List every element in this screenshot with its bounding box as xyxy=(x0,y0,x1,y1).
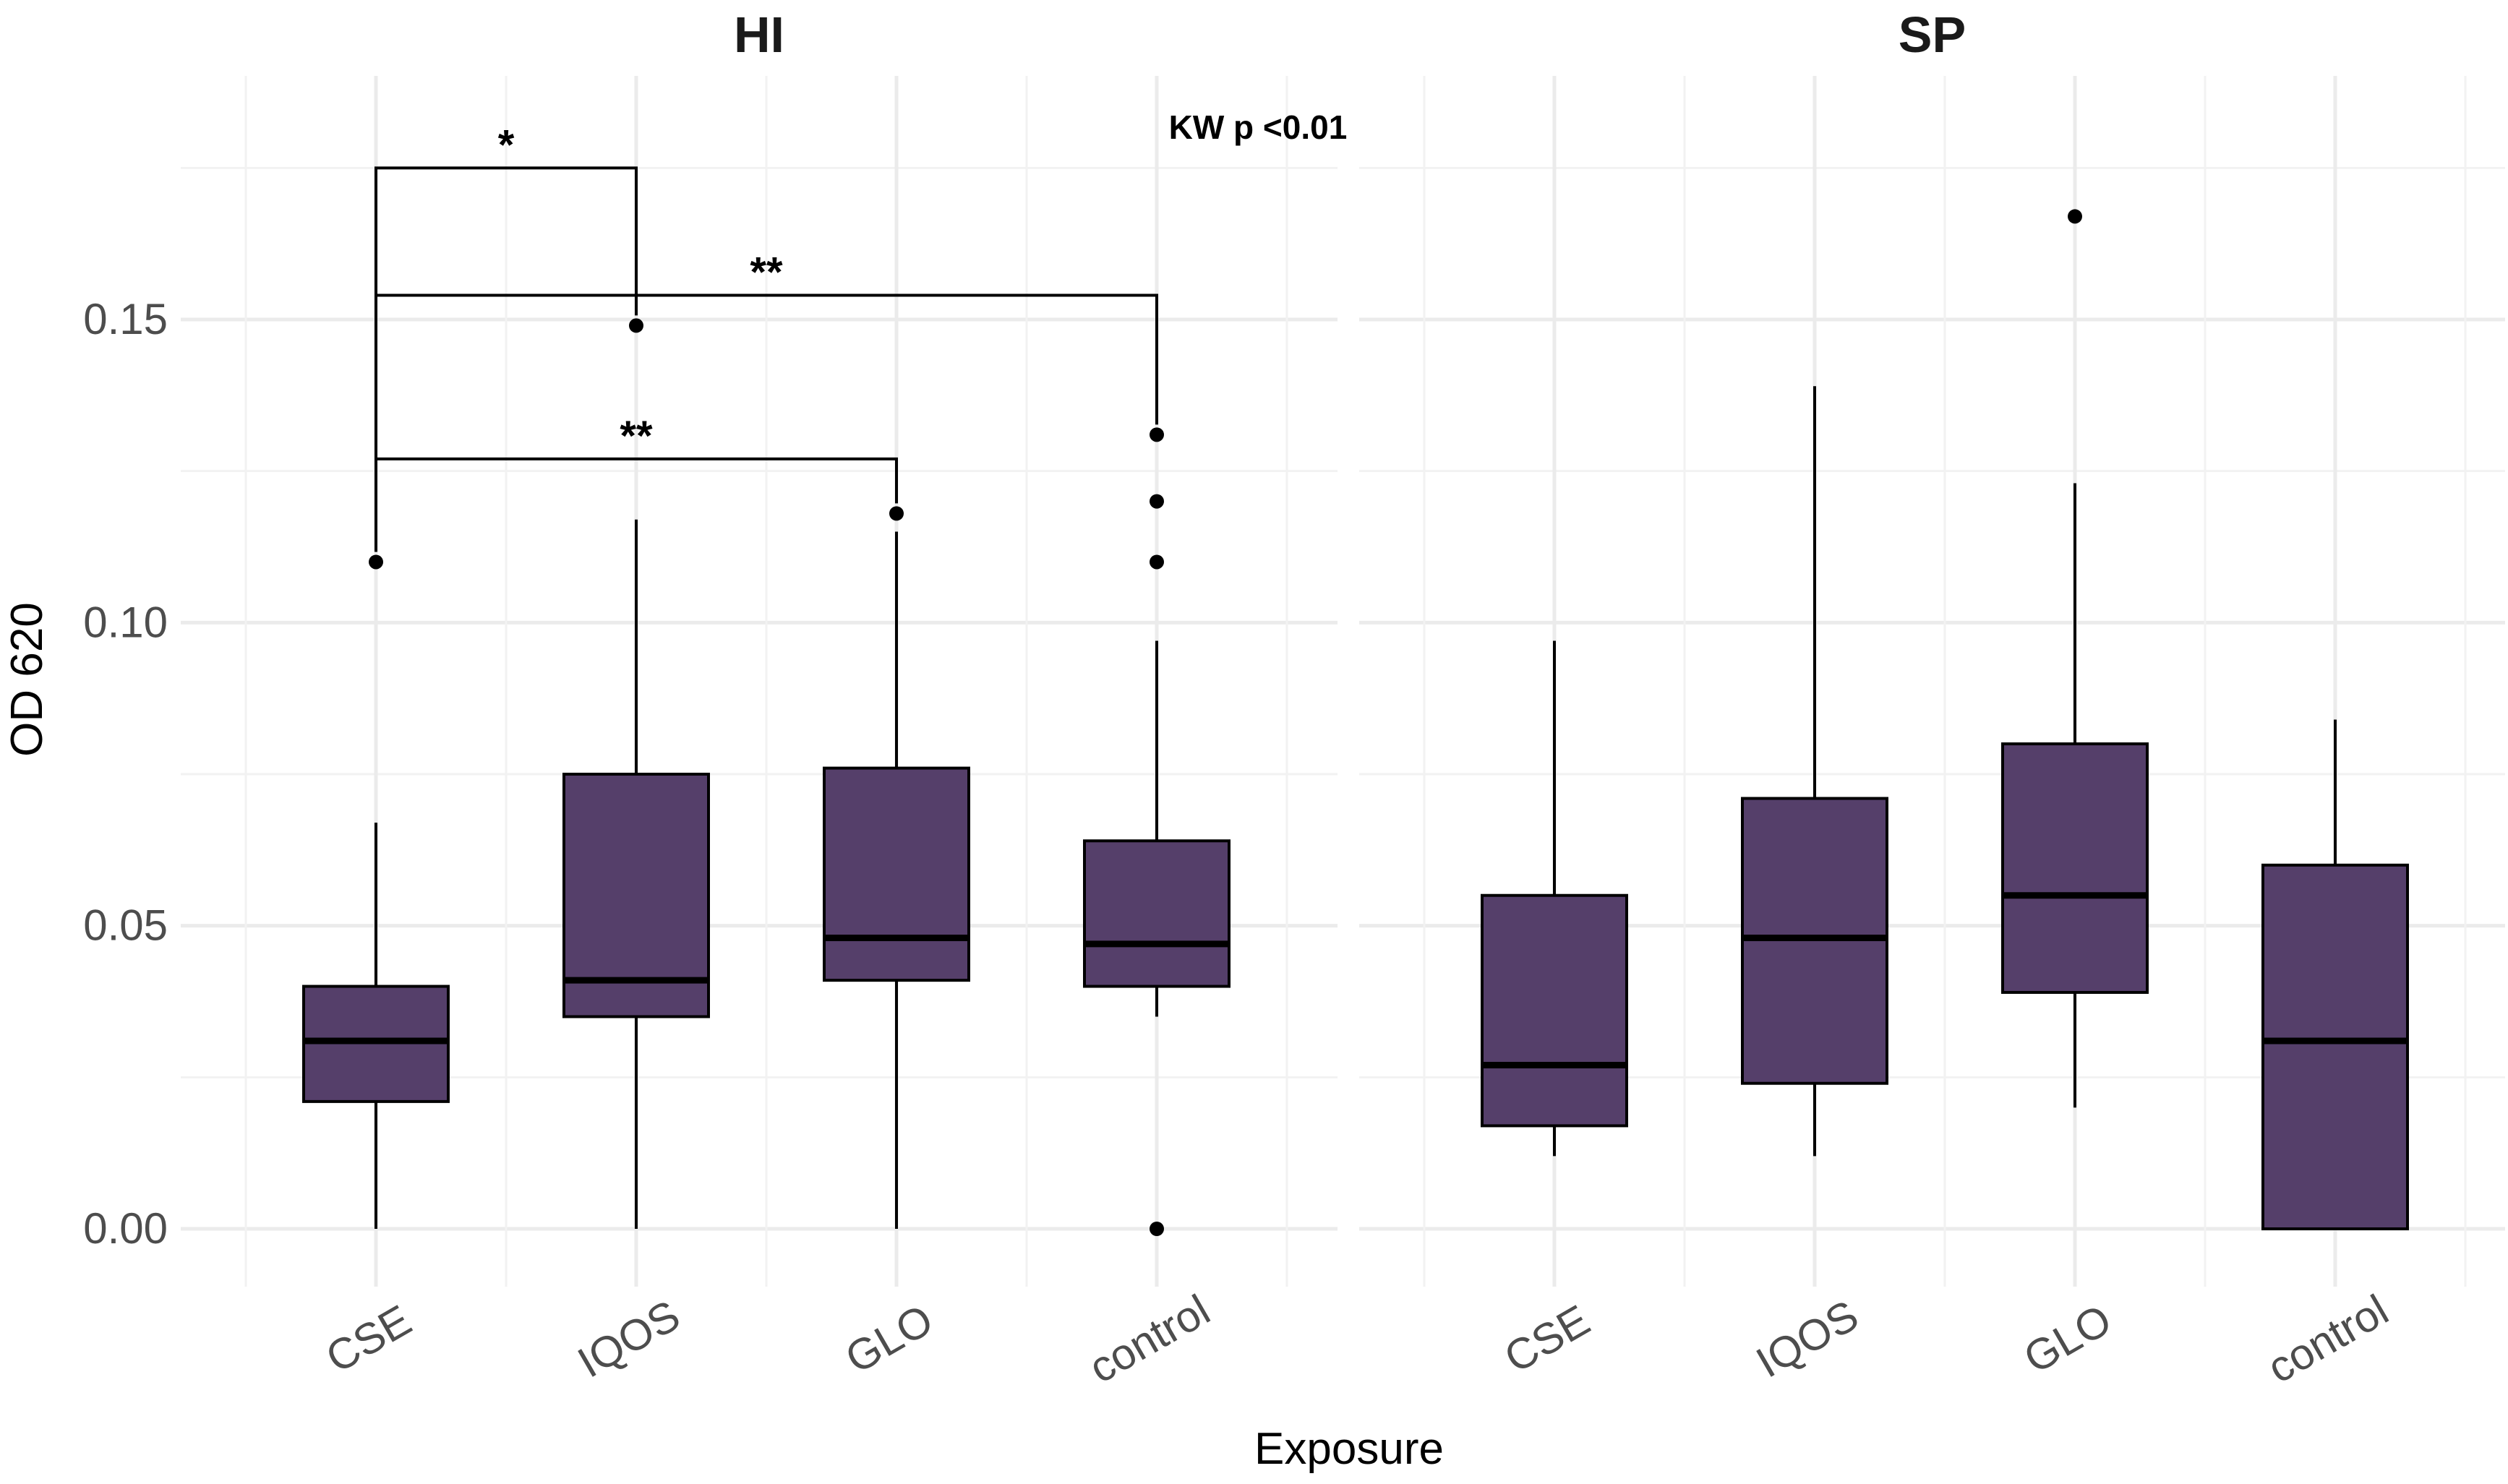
significance-bracket xyxy=(375,457,898,552)
significance-label: ** xyxy=(750,249,783,296)
box-iqr xyxy=(2001,742,2149,994)
y-axis-title: OD 620 xyxy=(2,602,52,757)
outlier-point xyxy=(1150,427,1164,442)
x-tick-label: IQOS xyxy=(1748,1291,1866,1387)
x-axis-title: Exposure xyxy=(1254,1424,1444,1474)
grid-layer xyxy=(181,76,2505,1287)
mark-layer xyxy=(302,166,2409,1236)
box-iqr xyxy=(823,766,970,982)
y-tick-label: 0.05 xyxy=(83,901,168,950)
outlier-point xyxy=(629,318,643,333)
significance-label: ** xyxy=(620,413,653,460)
outlier-point xyxy=(1150,494,1164,509)
box-iqr xyxy=(2261,863,2409,1231)
x-tick-label: GLO xyxy=(837,1295,941,1383)
significance-label: * xyxy=(498,121,515,168)
x-tick-label: control xyxy=(2259,1285,2396,1392)
panel-title: SP xyxy=(1899,7,1966,63)
outlier-point xyxy=(369,554,383,570)
x-tick-label: control xyxy=(1081,1285,1217,1392)
x-tick-label: GLO xyxy=(2016,1295,2119,1383)
x-tick-label: CSE xyxy=(318,1295,419,1382)
box-iqr xyxy=(1481,893,1628,1128)
outlier-point xyxy=(1150,554,1164,570)
panel-title: HI xyxy=(734,7,784,63)
y-tick-label: 0.00 xyxy=(83,1204,168,1253)
significance-bracket xyxy=(375,293,1158,552)
y-tick-label: 0.15 xyxy=(83,295,168,343)
kw-annotation: KW p <0.01 xyxy=(1169,108,1348,146)
box-iqr xyxy=(562,773,710,1018)
box-iqr xyxy=(1083,839,1231,988)
outlier-point xyxy=(2068,209,2082,224)
outlier-point xyxy=(1150,1222,1164,1236)
x-tick-label: CSE xyxy=(1497,1295,1598,1382)
outlier-point xyxy=(889,506,904,521)
y-tick-label: 0.10 xyxy=(83,598,168,646)
x-tick-label: IQOS xyxy=(570,1291,688,1387)
